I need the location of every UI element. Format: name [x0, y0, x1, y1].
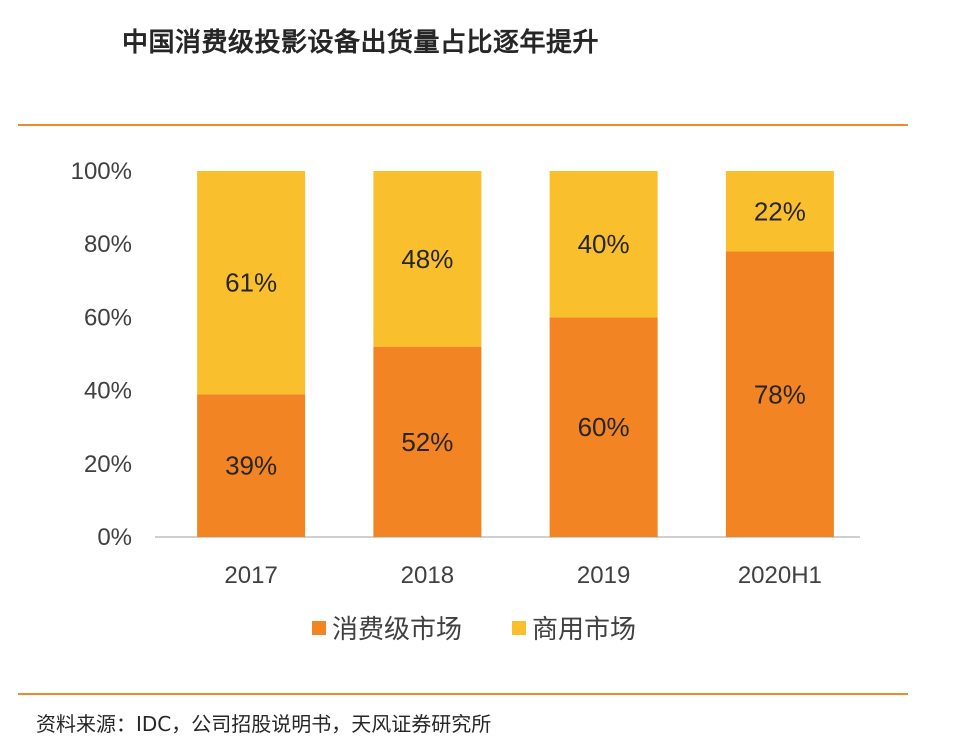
bar-consumer-2020H1: [725, 251, 834, 537]
legend-swatch-consumer: [312, 621, 326, 635]
x-tick-label: 2018: [401, 562, 454, 589]
y-tick-label: 0%: [97, 524, 132, 551]
bottom-divider: [18, 693, 908, 695]
y-tick-label: 20%: [84, 451, 132, 478]
source-note: 资料来源：IDC，公司招股说明书，天风证券研究所: [36, 712, 492, 736]
bar-consumer-2019: [549, 317, 658, 537]
bar-consumer-2017: [197, 394, 306, 537]
data-label: 60%: [578, 412, 630, 442]
data-label: 52%: [401, 427, 453, 457]
legend-label: 商用市场: [532, 615, 636, 645]
bar-commercial-2020H1: [725, 171, 834, 252]
y-tick-label: 40%: [84, 378, 132, 405]
data-label: 61%: [225, 268, 277, 298]
bar-commercial-2017: [197, 171, 306, 395]
x-tick-label: 2017: [224, 562, 277, 589]
legend-swatch-commercial: [512, 621, 526, 635]
stacked-bar-chart: 0% 20% 40% 60% 80% 100% 39% 61% 2017 52% 48% 2018 60…: [71, 158, 860, 645]
y-tick-label: 60%: [84, 304, 132, 331]
data-label: 48%: [401, 244, 453, 274]
bar-commercial-2019: [549, 171, 658, 318]
data-label: 78%: [754, 379, 806, 409]
chart-title: 中国消费级投影设备出货量占比逐年提升: [122, 28, 600, 58]
x-tick-label: 2019: [577, 562, 630, 589]
data-label: 22%: [754, 196, 806, 226]
y-tick-label: 100%: [71, 158, 132, 185]
legend-label: 消费级市场: [332, 615, 462, 645]
bar-consumer-2018: [373, 346, 482, 537]
top-divider: [18, 124, 908, 126]
y-tick-label: 80%: [84, 231, 132, 258]
bar-commercial-2018: [373, 171, 482, 347]
data-label: 40%: [578, 229, 630, 259]
x-tick-label: 2020H1: [738, 562, 822, 589]
data-label: 39%: [225, 451, 277, 481]
